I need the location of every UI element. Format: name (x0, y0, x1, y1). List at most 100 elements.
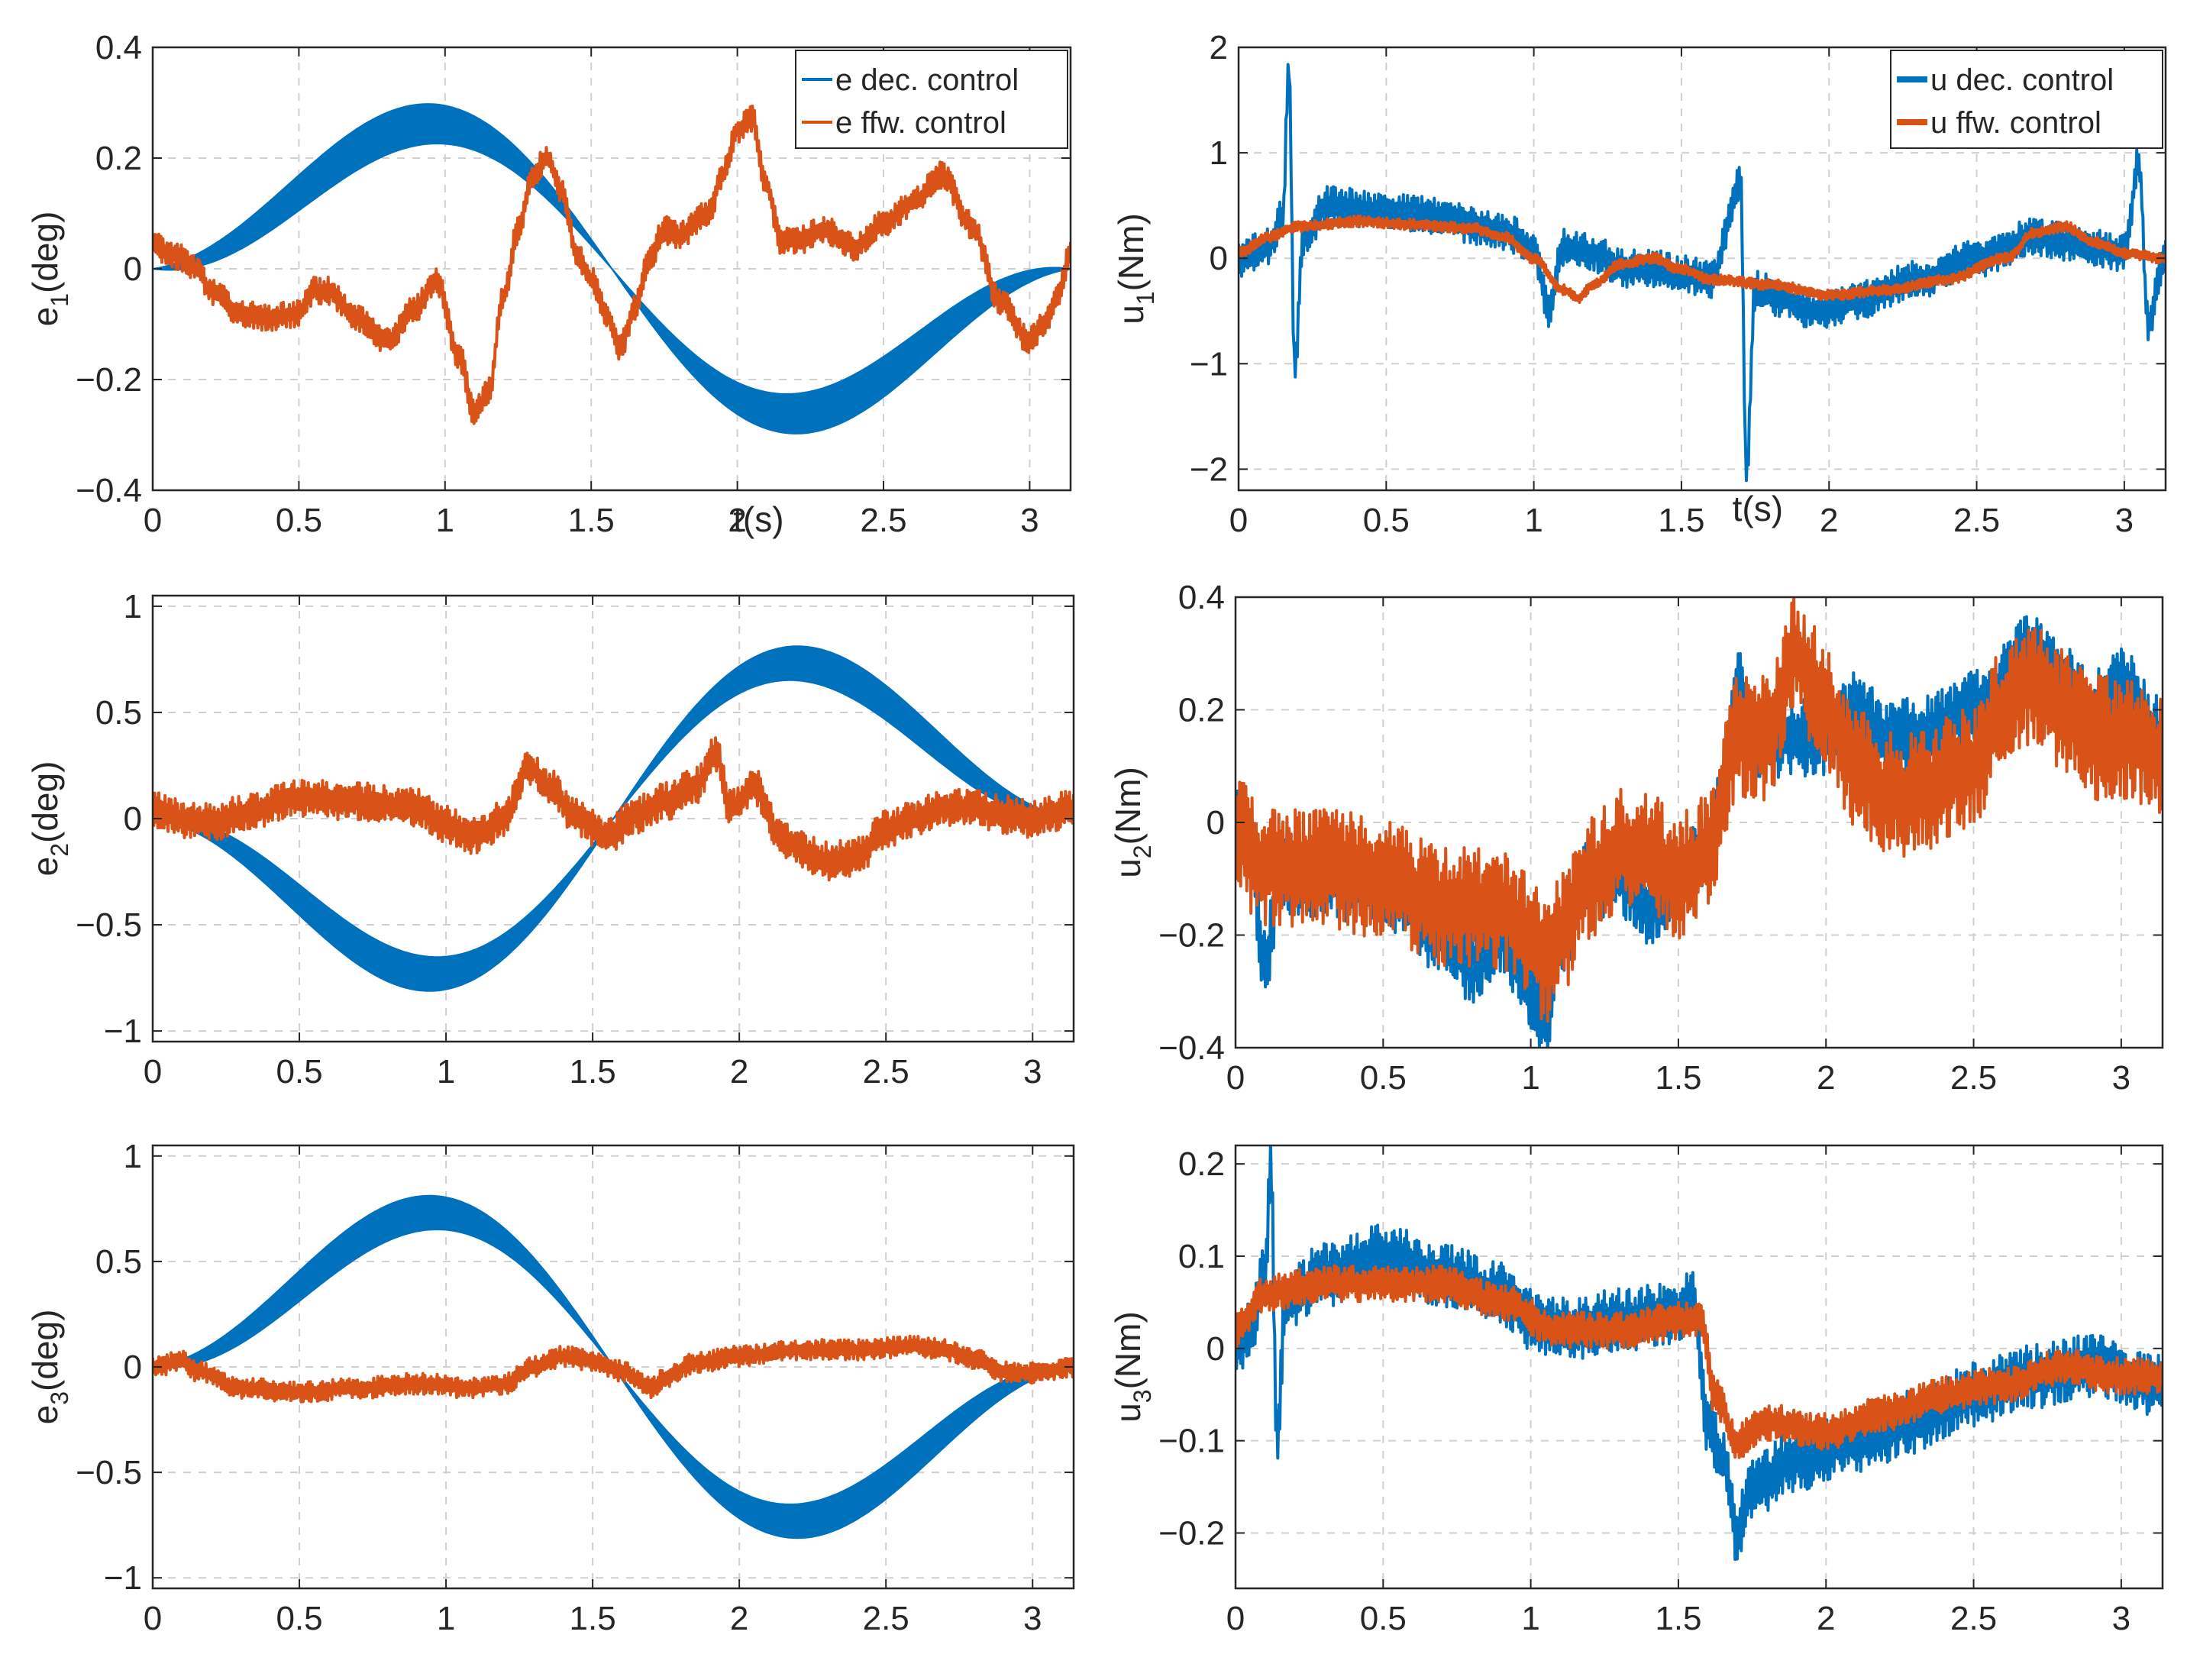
plot-series (153, 103, 1071, 435)
y-tick-label: 0 (124, 1349, 142, 1386)
x-tick-label: 3 (1023, 1053, 1042, 1090)
y-tick-label: 1 (1210, 134, 1228, 172)
chart-u2: 0 0.5 1 1.5 2 2.5 3 −0.4 −0.2 0 0.2 0.4 u2(Nm) (1108, 579, 2164, 1097)
y-tick-label: 0.5 (95, 694, 142, 732)
legend: e dec. control e ffw. control (795, 50, 1068, 149)
x-tick-label: 2.5 (863, 1600, 909, 1637)
y-tick-label: −1 (1190, 345, 1228, 383)
x-tick-label: 1.5 (1655, 1600, 1701, 1637)
x-tick-label: 2 (1820, 502, 1838, 539)
x-tick-label: 0.5 (1360, 1059, 1407, 1097)
y-tick-label: 1 (124, 1138, 142, 1175)
legend-box (795, 50, 1068, 149)
x-tick-label: 0 (144, 1600, 162, 1637)
x-tick-label: 1 (437, 1053, 455, 1090)
y-tick-label: −2 (1190, 451, 1228, 488)
y-tick-label: 0.2 (1178, 1145, 1225, 1183)
x-tick-label: 2.5 (1950, 1059, 1997, 1097)
x-axis-label: t(s) (1733, 489, 1783, 528)
legend-label: e dec. control (835, 63, 1019, 97)
y-tick-label: −0.2 (1158, 1515, 1225, 1552)
y-tick-label: −1 (104, 1013, 142, 1050)
y-tick-label: 0.1 (1178, 1238, 1225, 1275)
y-axis-label: e1(deg) (25, 212, 73, 327)
x-tick-label: 0 (1229, 502, 1248, 539)
x-tick-label: 1.5 (1655, 1059, 1701, 1097)
x-tick-label: 1 (436, 502, 454, 539)
chart-e1: 0 0.5 1 1.5 2 2.5 3 −0.4 −0.2 0 0.2 0.4 e1(deg) t(s) e… (25, 29, 1072, 539)
x-tick-label: 1 (437, 1600, 455, 1637)
y-axis-label: u2(Nm) (1108, 767, 1156, 878)
x-tick-label: 1 (1521, 1600, 1539, 1637)
y-tick-label: −0.2 (76, 361, 142, 399)
x-tick-label: 2 (730, 1600, 748, 1637)
y-tick-label: −0.5 (76, 906, 142, 944)
x-tick-label: 0.5 (276, 1053, 322, 1090)
plot-series (153, 1194, 1074, 1539)
legend-label: u ffw. control (1930, 106, 2101, 140)
y-axis-label: u3(Nm) (1108, 1311, 1156, 1423)
legend: u dec. control u ffw. control (1890, 50, 2163, 149)
x-tick-label: 2.5 (863, 1053, 909, 1090)
series-u3-1-line (1236, 1264, 2163, 1459)
x-tick-label: 1 (1521, 1059, 1539, 1097)
plot-series (1236, 597, 2163, 1048)
series-e1-0-band (153, 103, 1071, 435)
x-tick-label: 1.5 (570, 1600, 616, 1637)
y-tick-label: 0.2 (1178, 692, 1225, 729)
y-tick-label: 0 (1207, 1330, 1225, 1368)
y-axis-label: e3(deg) (25, 1310, 73, 1425)
y-tick-label: 1 (124, 588, 142, 625)
x-tick-label: 2 (1817, 1600, 1835, 1637)
y-tick-label: 0 (124, 250, 142, 288)
x-tick-label: 0.5 (276, 502, 322, 539)
x-tick-label: 3 (2112, 1059, 2130, 1097)
plot-series (1239, 63, 2166, 483)
y-tick-label: −0.1 (1158, 1423, 1225, 1460)
x-axis-label: t(s) (733, 499, 783, 539)
chart-u1: 0 0.5 1 1.5 2 2.5 3 −2 −1 0 1 2 u1(Nm) t(s) u dec. con… (1111, 29, 2167, 539)
x-tick-label: 0 (144, 502, 162, 539)
series-u2-1-line (1236, 597, 2163, 1023)
x-tick-label: 0.5 (1363, 502, 1410, 539)
x-tick-label: 0 (144, 1053, 162, 1090)
y-tick-label: −1 (104, 1559, 142, 1597)
y-axis-label: u1(Nm) (1111, 213, 1159, 325)
y-tick-label: −0.2 (1158, 917, 1225, 955)
x-tick-label: 0 (1226, 1600, 1245, 1637)
chart-u3: 0 0.5 1 1.5 2 2.5 3 −0.2 −0.1 0 0.1 0.2 u3(Nm) (1108, 1144, 2164, 1637)
y-tick-label: 0.5 (95, 1243, 142, 1281)
y-axis-label: e2(deg) (25, 761, 73, 877)
chart-e2: 0 0.5 1 1.5 2 2.5 3 −1 −0.5 0 0.5 1 e2(deg) (25, 588, 1075, 1090)
y-tick-label: 0.2 (95, 140, 142, 177)
plot-series (153, 645, 1074, 992)
y-tick-label: 0 (1210, 240, 1228, 277)
y-tick-label: 2 (1210, 29, 1228, 66)
x-tick-label: 1.5 (568, 502, 615, 539)
x-tick-label: 2 (1817, 1059, 1835, 1097)
y-tick-label: −0.4 (76, 472, 142, 509)
legend-label: e ffw. control (835, 106, 1006, 140)
x-tick-label: 0.5 (276, 1600, 322, 1637)
series-e3-1-line (153, 1334, 1074, 1404)
series-u1-1-line (1239, 215, 2166, 305)
series-e3-0-band (153, 1194, 1074, 1539)
x-tick-label: 2.5 (1953, 502, 2000, 539)
x-tick-label: 1.5 (1658, 502, 1704, 539)
x-tick-label: 3 (2112, 1600, 2130, 1637)
y-tick-label: 0.4 (95, 29, 142, 66)
x-tick-label: 2.5 (860, 502, 906, 539)
x-tick-label: 3 (2115, 502, 2134, 539)
axes-box (1237, 46, 2167, 492)
plot-series (1236, 1145, 2163, 1562)
chart-e3: 0 0.5 1 1.5 2 2.5 3 −1 −0.5 0 0.5 1 e3(deg) (25, 1138, 1075, 1637)
x-tick-label: 3 (1020, 502, 1039, 539)
series-e2-1-line (153, 736, 1074, 882)
series-e2-0-band (153, 645, 1074, 992)
legend-label: u dec. control (1930, 63, 2114, 97)
x-tick-label: 2.5 (1950, 1600, 1997, 1637)
legend-box (1890, 50, 2163, 149)
x-tick-label: 2 (728, 502, 746, 539)
y-tick-label: 0 (1207, 804, 1225, 842)
